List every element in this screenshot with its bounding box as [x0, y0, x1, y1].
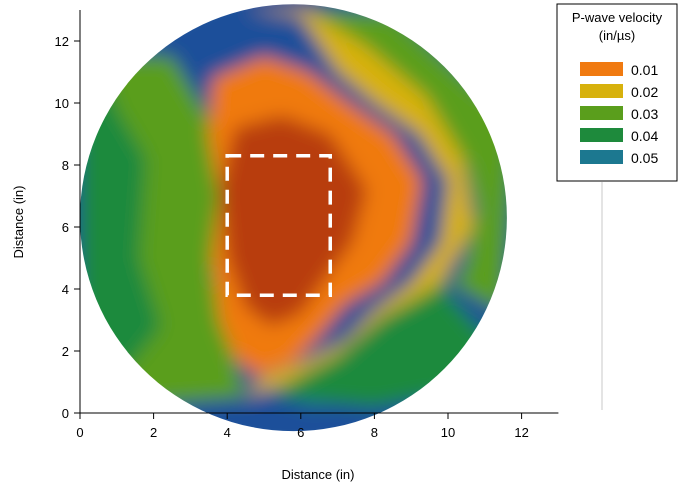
legend-label: 0.04 — [631, 128, 658, 144]
legend-label: 0.05 — [631, 150, 658, 166]
legend-entries: 0.01 0.02 0.03 0.04 0.05 — [580, 62, 658, 166]
legend-swatch — [580, 62, 623, 76]
x-tick-label: 8 — [371, 425, 378, 440]
specimen-heatmap — [80, 4, 507, 432]
velocity-region-2 — [98, 56, 246, 404]
x-tick-label: 0 — [76, 425, 83, 440]
legend-label: 0.01 — [631, 62, 658, 78]
y-tick-label: 12 — [55, 34, 69, 49]
legend-title: P-wave velocity — [572, 10, 663, 25]
legend-swatch — [580, 150, 623, 164]
x-tick-label: 4 — [224, 425, 231, 440]
y-axis-title: Distance (in) — [11, 186, 26, 259]
y-tick-label: 2 — [62, 344, 69, 359]
legend: P-wave velocity (in/µs) 0.01 0.02 0.03 0.04… — [556, 3, 678, 182]
legend-unit: (in/µs) — [599, 28, 635, 43]
legend-label: 0.03 — [631, 106, 658, 122]
y-tick-label: 8 — [62, 158, 69, 173]
axes: 0 2 4 6 8 10 12 0 2 4 6 8 10 12 — [55, 10, 559, 440]
y-tick-label: 4 — [62, 282, 69, 297]
x-tick-label: 6 — [297, 425, 304, 440]
velocity-region-6 — [245, 10, 474, 398]
legend-swatch — [580, 84, 623, 98]
x-tick-label: 10 — [441, 425, 455, 440]
legend-swatch — [580, 128, 623, 142]
velocity-region-5 — [264, 10, 507, 395]
x-tick-label: 12 — [514, 425, 528, 440]
x-axis-ticks: 0 2 4 6 8 10 12 — [76, 413, 529, 440]
y-tick-label: 6 — [62, 220, 69, 235]
y-tick-label: 10 — [55, 96, 69, 111]
legend-swatch — [580, 106, 623, 120]
dashed-annotation-box — [225, 153, 332, 297]
legend-label: 0.02 — [631, 84, 658, 100]
y-tick-label: 0 — [62, 406, 69, 421]
x-axis-title: Distance (in) — [282, 467, 355, 482]
x-tick-label: 2 — [150, 425, 157, 440]
y-axis-ticks: 0 2 4 6 8 10 12 — [55, 34, 80, 421]
